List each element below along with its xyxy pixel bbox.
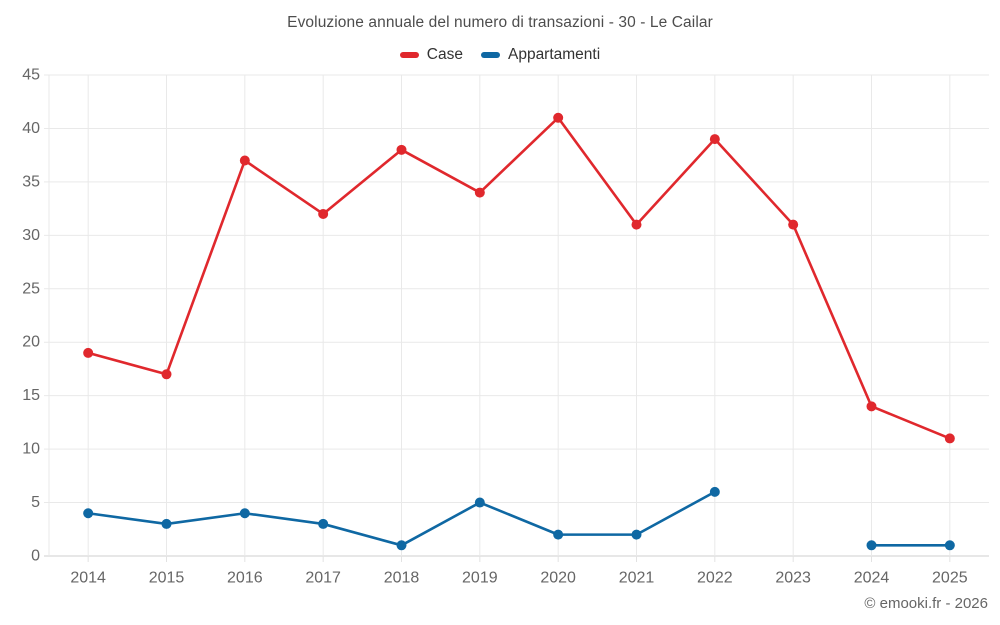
data-point-appartamenti-2016[interactable] bbox=[239, 508, 250, 519]
y-axis-label: 5 bbox=[31, 494, 40, 511]
data-point-case-2014[interactable] bbox=[83, 347, 94, 358]
legend-swatch-icon bbox=[399, 52, 419, 58]
legend-swatch-icon bbox=[480, 52, 500, 58]
x-axis-label: 2020 bbox=[540, 570, 576, 587]
chart-title: Evoluzione annuale del numero di transaz… bbox=[287, 14, 713, 31]
x-axis-label: 2019 bbox=[462, 570, 498, 587]
series-line-case bbox=[86, 116, 952, 440]
y-axis-label: 25 bbox=[22, 280, 40, 297]
data-point-appartamenti-2014[interactable] bbox=[83, 508, 94, 519]
legend-label: Case bbox=[426, 46, 463, 63]
data-point-case-2018[interactable] bbox=[396, 144, 407, 155]
y-axis-label: 0 bbox=[31, 548, 40, 565]
y-axis-label: 15 bbox=[22, 387, 40, 404]
x-axis-label: 2021 bbox=[619, 570, 655, 587]
data-point-case-2019[interactable] bbox=[474, 187, 485, 198]
legend-label: Appartamenti bbox=[507, 46, 601, 63]
copyright-watermark: © emooki.fr - 2026 bbox=[864, 595, 988, 612]
x-axis-label: 2018 bbox=[384, 570, 420, 587]
y-axis-label: 40 bbox=[22, 120, 40, 137]
data-point-appartamenti-2018[interactable] bbox=[396, 540, 407, 551]
data-point-appartamenti-2021[interactable] bbox=[631, 529, 642, 540]
x-axis-label: 2023 bbox=[775, 570, 811, 587]
y-axis-label: 45 bbox=[22, 67, 40, 84]
data-point-case-2022[interactable] bbox=[709, 134, 720, 145]
data-point-appartamenti-2019[interactable] bbox=[474, 497, 485, 508]
data-point-case-2017[interactable] bbox=[318, 208, 329, 219]
data-point-case-2016[interactable] bbox=[239, 155, 250, 166]
data-point-case-2024[interactable] bbox=[866, 401, 877, 412]
data-point-case-2023[interactable] bbox=[788, 219, 799, 230]
data-point-case-2025[interactable] bbox=[944, 433, 955, 444]
data-point-case-2015[interactable] bbox=[161, 369, 172, 380]
y-axis-label: 10 bbox=[22, 441, 40, 458]
data-point-case-2020[interactable] bbox=[553, 112, 564, 123]
y-axis-label: 35 bbox=[22, 173, 40, 190]
y-axis-label: 30 bbox=[22, 227, 40, 244]
y-axis-label: 20 bbox=[22, 334, 40, 351]
data-point-appartamenti-2025[interactable] bbox=[944, 540, 955, 551]
x-axis-label: 2014 bbox=[70, 570, 106, 587]
data-point-case-2021[interactable] bbox=[631, 219, 642, 230]
x-axis-label: 2025 bbox=[932, 570, 968, 587]
data-point-appartamenti-2015[interactable] bbox=[161, 518, 172, 529]
data-point-appartamenti-2017[interactable] bbox=[318, 518, 329, 529]
x-axis-label: 2022 bbox=[697, 570, 733, 587]
x-axis-label: 2017 bbox=[305, 570, 341, 587]
data-point-appartamenti-2020[interactable] bbox=[553, 529, 564, 540]
x-axis-label: 2016 bbox=[227, 570, 263, 587]
legend: Case Appartamenti bbox=[0, 46, 1000, 64]
legend-item-case[interactable]: Case bbox=[399, 46, 463, 64]
data-point-appartamenti-2024[interactable] bbox=[866, 540, 877, 551]
data-point-appartamenti-2022[interactable] bbox=[709, 486, 720, 497]
x-axis-label: 2015 bbox=[149, 570, 185, 587]
x-axis-label: 2024 bbox=[854, 570, 890, 587]
legend-item-appartamenti[interactable]: Appartamenti bbox=[480, 46, 601, 64]
